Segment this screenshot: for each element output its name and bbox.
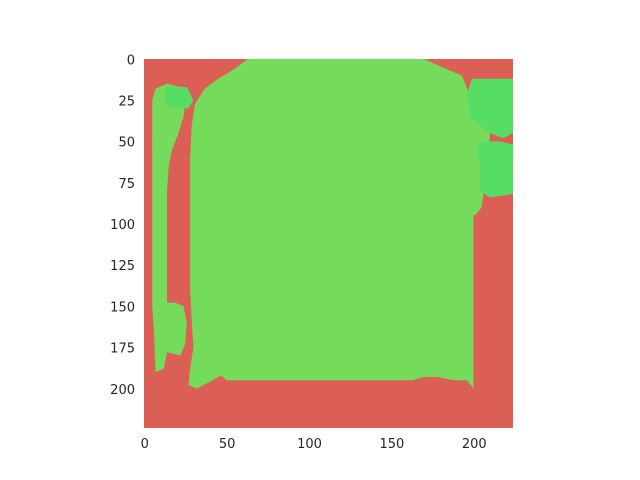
y-tick-label-75: 75	[118, 177, 135, 192]
y-tick-label-125: 125	[110, 259, 135, 274]
plot-area	[144, 59, 513, 428]
x-axis: 0 50 100 150 200	[141, 437, 487, 452]
x-tick-label-150: 150	[380, 437, 405, 452]
x-tick-label-100: 100	[297, 437, 322, 452]
region-main-class-1	[152, 83, 187, 372]
region-secondary-class-7	[484, 144, 507, 188]
region-main-class-3	[157, 128, 168, 150]
y-tick-label-50: 50	[118, 136, 135, 151]
y-axis: 0 25 50 75 100 125 150 175 200	[110, 53, 135, 397]
x-tick-label-50: 50	[219, 437, 236, 452]
mask-regions	[152, 59, 513, 389]
region-secondary-class-6	[165, 87, 194, 109]
region-secondary-class-4	[466, 78, 513, 139]
y-tick-label-175: 175	[110, 342, 135, 357]
y-tick-label-0: 0	[127, 53, 135, 68]
x-tick-label-0: 0	[141, 437, 149, 452]
region-main-class-0	[188, 59, 474, 389]
y-tick-label-25: 25	[118, 95, 135, 110]
y-tick-label-150: 150	[110, 300, 135, 315]
y-tick-label-100: 100	[110, 218, 135, 233]
x-tick-label-200: 200	[462, 437, 487, 452]
y-tick-label-200: 200	[110, 383, 135, 398]
